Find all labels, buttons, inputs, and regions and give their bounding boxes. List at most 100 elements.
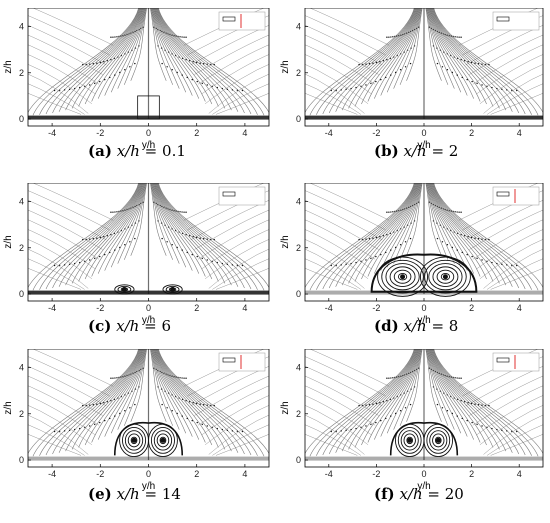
streamline: [110, 183, 146, 268]
streamline: [155, 349, 232, 452]
streamline: [152, 349, 200, 440]
streamline: [316, 183, 416, 290]
streamline: [45, 349, 141, 456]
streamline: [433, 8, 543, 114]
y-tick-label: 0: [19, 455, 24, 465]
streamline-plot-d: -4 -2 0 2 4 0 2 4 y/h z/h: [280, 183, 544, 326]
x-tick-label: 2: [469, 303, 474, 313]
streamline: [431, 8, 513, 112]
y-tick-label: 2: [19, 68, 24, 78]
streamline: [406, 349, 423, 422]
panel-caption-f: (f) x/h = 20: [374, 485, 464, 503]
streamline: [150, 8, 174, 85]
streamline-plot-c: -4 -2 0 2 4 0 2 4 y/h z/h: [3, 183, 270, 326]
x-tick-label: 4: [242, 303, 247, 313]
streamline: [341, 349, 418, 452]
streamline: [65, 183, 142, 286]
streamline: [341, 8, 418, 111]
y-axis-label: z/h: [3, 401, 14, 414]
streamline: [158, 8, 269, 114]
streamline: [151, 349, 180, 430]
streamline: [428, 8, 474, 99]
x-tick-label: 2: [194, 128, 199, 138]
streamline: [155, 349, 239, 453]
streamline: [316, 349, 416, 456]
streamline: [305, 349, 415, 455]
panel-caption-d: (d) x/h = 8: [374, 317, 458, 335]
x-tick-label: 4: [517, 128, 522, 138]
streamline: [425, 8, 442, 81]
streamline: [431, 8, 520, 114]
streamline: [58, 183, 142, 287]
y-tick-label: 4: [19, 363, 24, 373]
y-tick-label: 2: [296, 68, 301, 78]
streamline: [429, 183, 487, 280]
streamline: [367, 8, 420, 102]
streamline: [91, 183, 144, 277]
streamline: [341, 183, 418, 286]
caption-value: 14: [161, 485, 181, 503]
streamline: [328, 183, 417, 289]
streamline: [367, 349, 420, 443]
caption-letter: (a): [88, 142, 112, 160]
panel-d: -4 -2 0 2 4 0 2 4 y/h z/h: [279, 183, 549, 327]
x-tick-label: -4: [325, 303, 333, 313]
streamline: [399, 183, 422, 260]
streamline: [158, 183, 269, 289]
legend-box: [492, 352, 540, 372]
streamline: [150, 183, 167, 256]
streamline: [130, 183, 147, 256]
panel-caption-b: (b) x/h = 2: [374, 142, 458, 160]
x-axis-label: y/h: [417, 315, 430, 326]
x-tick-label: -2: [96, 303, 104, 313]
caption-variable: x/h: [399, 485, 423, 503]
streamline: [52, 8, 141, 114]
streamline: [71, 8, 143, 109]
streamline: [153, 8, 206, 102]
y-axis-label: z/h: [280, 60, 291, 73]
streamline: [335, 183, 417, 287]
streamline: [426, 349, 455, 430]
streamline: [399, 8, 422, 85]
streamline: [433, 183, 539, 291]
streamline: [328, 349, 417, 455]
streamline: [432, 183, 532, 290]
streamline: [354, 183, 419, 282]
streamline: [428, 183, 474, 274]
streamline: [117, 349, 146, 430]
streamline: [84, 183, 144, 280]
streamline: [430, 8, 507, 111]
streamline: [374, 349, 420, 440]
streamline: [374, 8, 420, 99]
streamline: [156, 183, 245, 289]
x-tick-label: -4: [48, 128, 56, 138]
streamline: [156, 8, 245, 114]
streamline: [154, 8, 226, 109]
streamline: [123, 8, 147, 85]
x-tick-label: -4: [48, 469, 56, 479]
streamline: [157, 8, 265, 116]
streamline: [431, 183, 520, 289]
streamline: [432, 349, 526, 456]
caption-variable: x/h: [116, 142, 140, 160]
streamline: [157, 349, 265, 457]
streamline: [429, 349, 487, 446]
legend-box: [492, 11, 540, 31]
streamline: [110, 8, 146, 93]
y-tick-label: 0: [19, 289, 24, 299]
caption-equals: =: [431, 317, 445, 335]
streamline: [348, 349, 418, 450]
streamline: [427, 183, 468, 271]
streamline: [429, 8, 487, 105]
streamline: [433, 349, 543, 455]
streamline: [78, 349, 143, 448]
caption-variable: x/h: [403, 142, 427, 160]
streamline: [52, 349, 141, 455]
streamline: [335, 349, 417, 453]
streamline: [84, 8, 144, 105]
streamline: [432, 183, 526, 290]
x-tick-label: 2: [194, 303, 199, 313]
streamline: [380, 8, 421, 96]
streamline: [58, 349, 142, 453]
streamline: [427, 8, 462, 93]
